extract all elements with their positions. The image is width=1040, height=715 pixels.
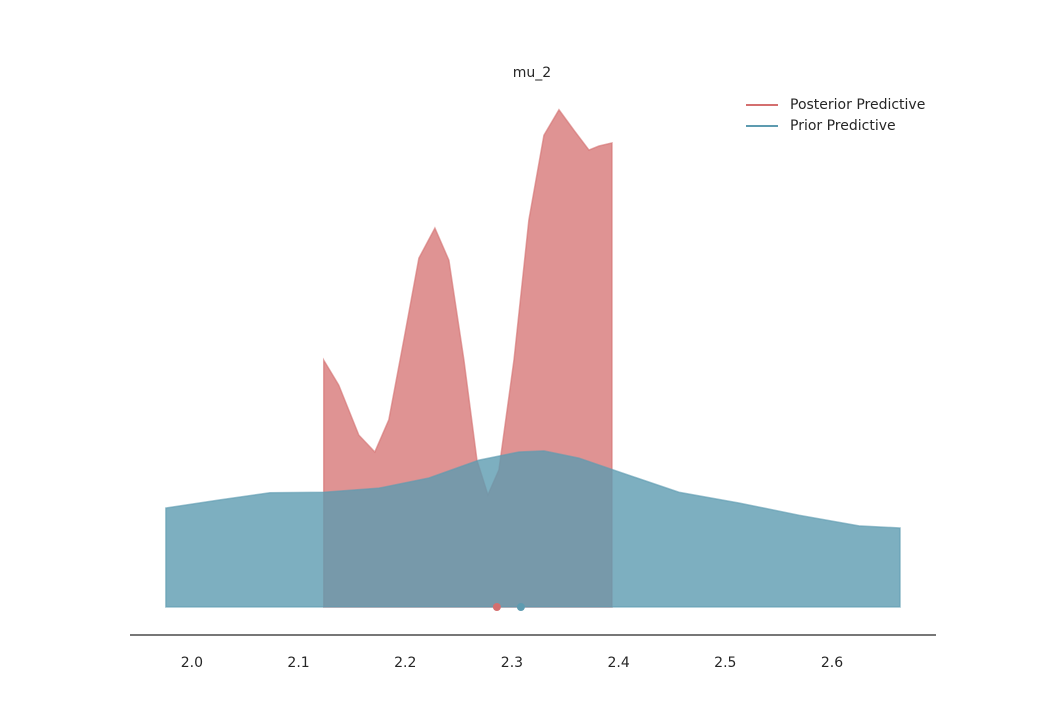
point-estimate — [516, 603, 525, 611]
density-area — [165, 450, 901, 608]
x-tick-label: 2.5 — [714, 655, 736, 671]
legend-label: Prior Predictive — [790, 118, 896, 134]
x-tick-label: 2.2 — [394, 655, 416, 671]
legend-label: Posterior Predictive — [790, 97, 925, 113]
x-tick-label: 2.3 — [501, 655, 523, 671]
x-tick-label: 2.4 — [607, 655, 629, 671]
chart-title: mu_2 — [513, 65, 551, 81]
x-tick-label: 2.0 — [181, 655, 203, 671]
point-estimate — [492, 603, 501, 611]
x-tick-label: 2.1 — [287, 655, 309, 671]
x-tick-label: 2.6 — [821, 655, 843, 671]
